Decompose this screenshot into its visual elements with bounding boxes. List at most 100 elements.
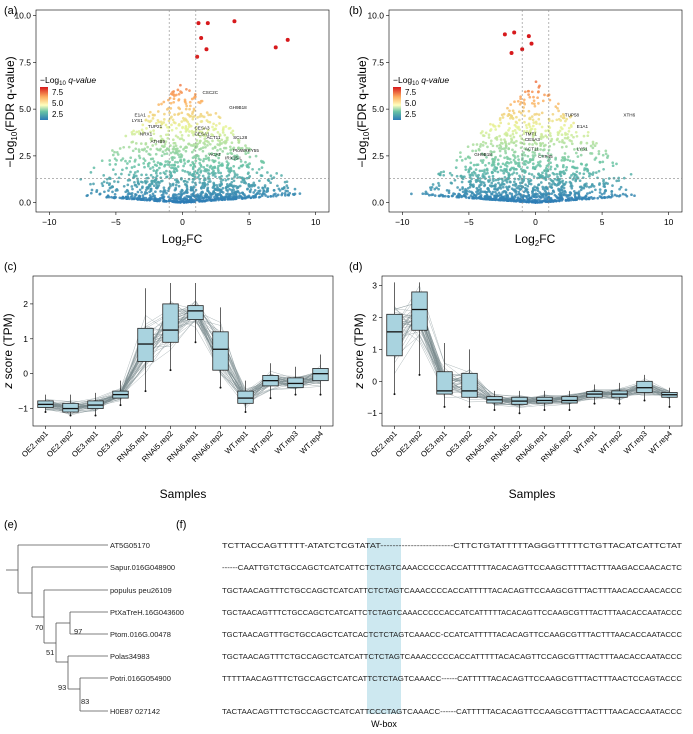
data-point: [579, 153, 583, 157]
data-point: [102, 180, 106, 184]
data-point: [576, 192, 580, 195]
data-point: [464, 157, 467, 161]
data-point: [546, 175, 550, 179]
gene-label: ATHB9: [151, 139, 166, 144]
data-point: [489, 139, 493, 143]
data-point: [558, 190, 562, 194]
data-point: [172, 93, 176, 96]
gene-trajectory: [45, 300, 321, 410]
data-point: [442, 170, 446, 174]
data-point: [147, 114, 151, 118]
data-point: [603, 185, 607, 189]
data-point: [586, 134, 590, 138]
data-point: [555, 172, 559, 176]
data-point: [228, 145, 232, 149]
data-point: [112, 196, 116, 199]
data-point: [192, 185, 196, 189]
panel-label-f: (f): [176, 519, 186, 531]
panel-label-b: (b): [349, 5, 362, 17]
data-point: [499, 193, 503, 196]
boxplot-d-x-axis-label: Samples: [509, 487, 556, 501]
data-point: [479, 183, 483, 186]
outlier-point: [194, 341, 197, 344]
data-point: [260, 174, 264, 178]
tree-bootstraps: 70 97 51 93 83: [35, 623, 89, 706]
data-point: [221, 178, 225, 182]
data-point: [501, 162, 505, 166]
volcano-a-x-axis-label: Log2FC: [162, 232, 203, 248]
data-point: [149, 147, 152, 151]
x-tick-label: OE2.rep2: [45, 429, 75, 459]
data-point: [594, 188, 597, 192]
data-point: [143, 165, 146, 169]
tree-taxa: AT5G05170 Sapur.016G048900 populus peu26…: [110, 541, 184, 716]
data-point: [229, 183, 233, 187]
data-point: [216, 192, 220, 196]
data-point: [515, 139, 518, 143]
data-point: [531, 158, 535, 162]
data-point: [231, 147, 235, 151]
y-tick-label: 0: [23, 369, 28, 379]
data-point: [114, 172, 117, 176]
data-point: [521, 185, 524, 189]
alignment-row: TCTTACCAGTTTTT-ATATCTCGTATAT------------…: [222, 542, 683, 550]
data-point: [594, 171, 598, 174]
data-point: [176, 147, 179, 151]
data-point: [410, 192, 413, 196]
volcano-b-x-ticks: −10 −5 0 5 10: [395, 212, 674, 227]
data-point: [471, 196, 475, 200]
data-point: [495, 138, 499, 141]
data-point: [113, 193, 117, 196]
data-point: [210, 171, 214, 175]
boxplot-c: −1 0 1 2 OE2.rep1OE2.rep2OE3.rep1OE3.rep2RN…: [1, 275, 334, 501]
data-point: [134, 193, 138, 197]
data-point: [177, 123, 181, 127]
data-point: [611, 164, 615, 168]
data-point: [201, 146, 205, 149]
gene-label: CESA1: [194, 131, 210, 136]
data-point: [209, 198, 213, 202]
data-point: [539, 181, 543, 184]
data-point: [250, 185, 254, 188]
data-point: [193, 175, 197, 179]
data-point: [225, 195, 228, 199]
data-point: [260, 160, 264, 164]
data-point: [512, 180, 516, 184]
data-point: [126, 162, 129, 165]
data-point: [531, 118, 535, 122]
data-point: [604, 188, 607, 192]
data-point: [137, 150, 141, 153]
data-point: [536, 176, 539, 180]
data-point: [217, 161, 221, 165]
data-point: [549, 165, 553, 169]
data-point: [457, 195, 461, 199]
data-point: [162, 195, 166, 199]
data-point: [226, 192, 230, 195]
data-point: [522, 142, 526, 146]
data-point: [238, 192, 242, 195]
volcano-a-points: [79, 83, 302, 204]
data-point: [153, 113, 156, 117]
data-point: [225, 174, 229, 178]
data-point: [204, 154, 208, 158]
data-point: [495, 167, 498, 171]
data-point: [172, 121, 176, 124]
data-point: [179, 153, 183, 156]
data-point: [517, 190, 521, 194]
data-point: [204, 195, 208, 199]
data-point: [466, 145, 470, 149]
data-point: [527, 172, 531, 176]
outlier-point: [44, 411, 47, 414]
data-point: [235, 173, 239, 177]
data-point: [525, 129, 529, 133]
data-point: [89, 182, 92, 186]
data-point: [578, 179, 582, 183]
data-point: [107, 183, 111, 187]
data-point: [195, 145, 198, 149]
data-point: [563, 152, 567, 155]
data-point: [172, 145, 176, 149]
data-point: [231, 129, 235, 133]
data-point: [570, 133, 573, 137]
data-point: [524, 189, 528, 192]
data-point: [156, 110, 160, 113]
